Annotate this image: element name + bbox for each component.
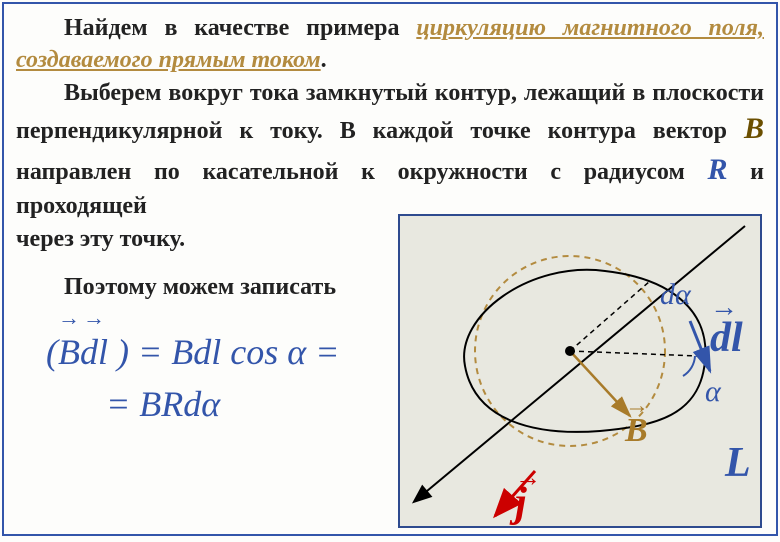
paragraph-1: Найдем в качестве примера циркуляцию маг… <box>16 12 764 77</box>
diagram-alpha-arc <box>683 356 695 376</box>
p1-end: . <box>321 47 327 73</box>
p2-text-b: направлен по касательной к окружности c … <box>16 159 707 185</box>
eq-paren-open: ( <box>46 332 58 372</box>
paragraph-4: Поэтому можем записать <box>16 271 416 303</box>
var-B: B <box>744 112 764 145</box>
vec-arrow-icon: → <box>80 313 108 323</box>
eq-vec-B: →B <box>58 331 80 373</box>
diagram-label-L: L <box>724 440 751 486</box>
var-R: R <box>707 153 727 186</box>
eq-rest-1: ) = Bdl cos α = <box>108 332 339 372</box>
diagram: dα α dl → B → L j → <box>398 214 762 528</box>
diagram-label-j-arrow-icon: → <box>515 463 541 492</box>
eq-vec-dl: →dl <box>80 331 108 373</box>
paragraph-2: Выберем вокруг тока замкнутый контур, ле… <box>16 77 764 223</box>
equation-block: (→B→dl ) = Bdl cos α = = BRdα <box>46 331 416 425</box>
diagram-vector-B <box>570 351 630 416</box>
paragraph-3: через эту точку. <box>16 223 416 255</box>
p2-text-a: Выберем вокруг тока замкнутый контур, ле… <box>16 80 764 144</box>
equation-line-1: (→B→dl ) = Bdl cos α = <box>46 331 416 373</box>
slide-frame: Найдем в качестве примера циркуляцию маг… <box>2 2 778 536</box>
vec-arrow-icon: → <box>58 313 80 323</box>
diagram-label-dalpha: dα <box>660 278 692 311</box>
diagram-label-B-arrow-icon: → <box>625 393 649 419</box>
diagram-label-alpha: α <box>705 375 722 408</box>
diagram-svg: dα α dl → B → L j → <box>400 216 760 526</box>
p1-text-a: Найдем в качестве примера <box>64 15 416 41</box>
equation-line-2: = BRdα <box>106 383 416 425</box>
diagram-label-dl-arrow-icon: → <box>710 292 738 323</box>
diagram-center-dot <box>565 346 575 356</box>
